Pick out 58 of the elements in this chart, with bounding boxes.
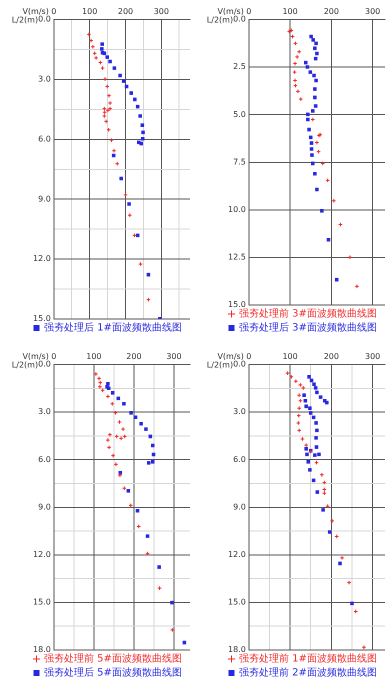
legend-label: 强夯处理前 2#面波频散曲线图 bbox=[239, 666, 377, 679]
x-tick-label: 300 bbox=[364, 6, 380, 16]
y-tick-label: 9.0 bbox=[38, 194, 51, 204]
x-tick-label: 100 bbox=[86, 352, 102, 361]
y-tick-label: 12.0 bbox=[33, 254, 51, 264]
x-axis-title: V(m/s) bbox=[22, 352, 49, 361]
y-tick-label: 3.0 bbox=[38, 407, 51, 416]
x-tick-label: 0 bbox=[246, 352, 252, 361]
x-tick-label: 200 bbox=[324, 6, 339, 16]
y-tick-label: 15.0 bbox=[33, 598, 51, 607]
x-tick-label: 0 bbox=[51, 6, 56, 16]
legend-label: 强夯处理前 1#面波频散曲线图 bbox=[239, 652, 377, 665]
y-tick-label: 3.0 bbox=[233, 407, 246, 416]
y-tick-label: 0.0 bbox=[38, 14, 51, 24]
y-tick-label: 9.0 bbox=[38, 502, 51, 512]
x-tick-label: 200 bbox=[324, 352, 339, 361]
x-tick-label: 200 bbox=[118, 6, 134, 16]
y-axis-title: L/2(m) bbox=[12, 16, 38, 25]
y-tick-label: 18.0 bbox=[33, 645, 51, 654]
x-tick-label: 0 bbox=[51, 352, 56, 361]
y-tick-label: 15.0 bbox=[228, 300, 246, 310]
y-tick-label: 18.0 bbox=[228, 645, 246, 654]
y-tick-label: 6.0 bbox=[233, 454, 246, 464]
x-axis-title: V(m/s) bbox=[217, 352, 244, 361]
y-tick-label: 10.0 bbox=[228, 204, 246, 214]
y-tick-label: 0.0 bbox=[233, 360, 246, 369]
legend-label: 强夯处理后 5#面波频散曲线图 bbox=[44, 666, 182, 679]
y-tick-label: 6.0 bbox=[38, 134, 51, 144]
x-tick-label: 100 bbox=[282, 352, 298, 361]
y-tick-label: 7.5 bbox=[233, 157, 246, 166]
x-tick-label: 100 bbox=[282, 6, 298, 16]
x-axis-title: V(m/s) bbox=[22, 6, 49, 16]
legend-label: 强夯处理后 1#面波频散曲线图 bbox=[44, 322, 182, 334]
x-tick-label: 300 bbox=[154, 6, 169, 16]
y-tick-label: 15.0 bbox=[33, 314, 51, 324]
x-tick-label: 300 bbox=[364, 352, 380, 361]
legend-label: 强夯处理后 3#面波频散曲线图 bbox=[239, 322, 377, 334]
y-tick-label: 15.0 bbox=[228, 598, 246, 607]
y-tick-label: 0.0 bbox=[233, 14, 246, 24]
y-tick-label: 9.0 bbox=[233, 502, 246, 512]
y-tick-label: 0.0 bbox=[38, 360, 51, 369]
x-axis-title: V(m/s) bbox=[217, 6, 244, 16]
y-tick-label: 2.5 bbox=[233, 62, 246, 72]
y-axis-title: L/2(m) bbox=[206, 16, 234, 25]
x-tick-label: 0 bbox=[246, 6, 252, 16]
y-tick-label: 5.0 bbox=[233, 110, 246, 119]
x-tick-label: 200 bbox=[126, 352, 142, 361]
y-tick-label: 12.0 bbox=[33, 550, 51, 559]
y-tick-label: 3.0 bbox=[38, 74, 51, 84]
y-tick-label: 12.0 bbox=[228, 550, 246, 559]
y-tick-label: 12.5 bbox=[228, 252, 246, 262]
y-tick-label: 6.0 bbox=[38, 454, 51, 464]
y-axis-title: L/2(m) bbox=[206, 360, 234, 370]
legend-label: 强夯处理前 3#面波频散曲线图 bbox=[239, 308, 377, 320]
x-tick-label: 100 bbox=[82, 6, 98, 16]
x-tick-label: 300 bbox=[166, 352, 182, 361]
legend-label: 强夯处理前 5#面波频散曲线图 bbox=[44, 652, 182, 665]
y-axis-title: L/2(m) bbox=[12, 360, 38, 370]
